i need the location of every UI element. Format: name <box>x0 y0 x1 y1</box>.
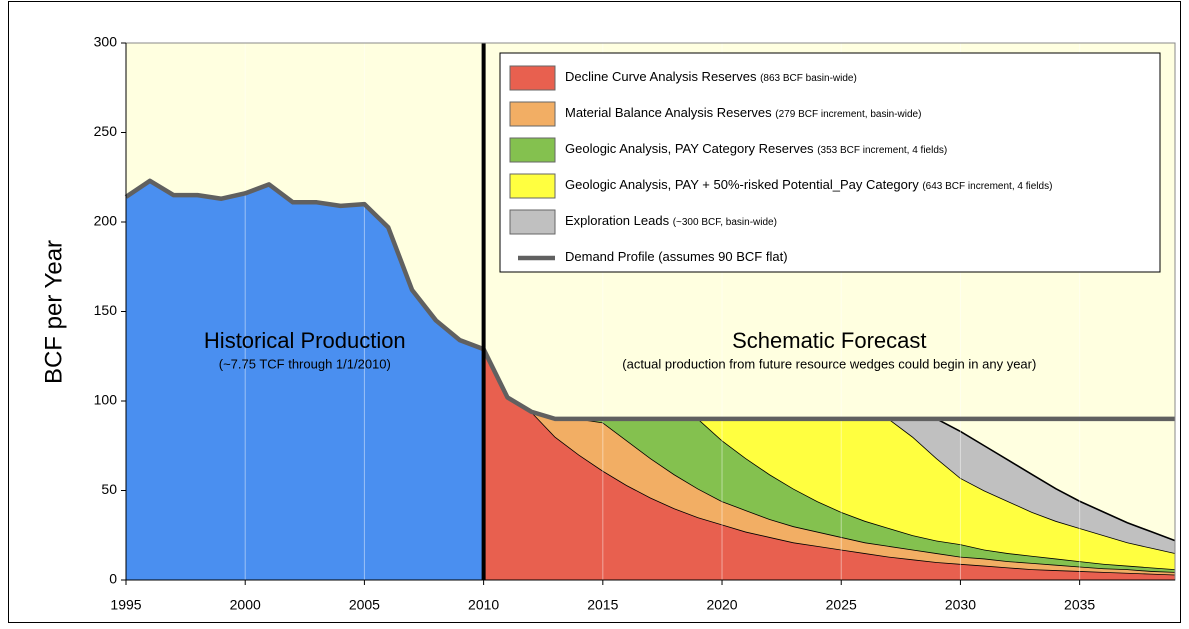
x-tick-label: 2030 <box>945 597 976 613</box>
wedge-area <box>483 349 1175 572</box>
legend: Decline Curve Analysis Reserves (863 BCF… <box>499 52 1161 273</box>
legend-note: (353 BCF increment, 4 fields) <box>817 145 947 156</box>
y-axis-label: BCF per Year <box>40 240 67 384</box>
forecast-label: Schematic Forecast <box>732 328 926 353</box>
legend-entry: Decline Curve Analysis Reserves (863 BCF… <box>565 69 857 84</box>
legend-swatch <box>509 65 556 91</box>
x-tick-label: 2035 <box>1064 597 1095 613</box>
history-label: Historical Production <box>204 328 406 353</box>
x-tick-label: 1995 <box>110 597 141 613</box>
y-tick-label: 200 <box>94 213 118 229</box>
legend-swatch <box>509 101 556 127</box>
y-tick-label: 100 <box>94 392 118 408</box>
history-outline <box>124 178 485 352</box>
wedge-area <box>483 349 1175 580</box>
legend-entry: Material Balance Analysis Reserves (279 … <box>565 105 921 120</box>
legend-swatch <box>509 137 556 163</box>
legend-name: Decline Curve Analysis Reserves <box>565 69 757 84</box>
y-tick-label: 300 <box>94 34 118 50</box>
x-tick-label: 2020 <box>706 597 737 613</box>
legend-note: (643 BCF increment, 4 fields) <box>922 181 1052 192</box>
legend-name: Geologic Analysis, PAY Category Reserves <box>565 141 814 156</box>
x-tick-label: 2015 <box>587 597 618 613</box>
legend-name: Exploration Leads <box>565 213 670 228</box>
legend-swatch <box>509 209 556 235</box>
legend-swatch <box>509 173 556 199</box>
y-tick-label: 150 <box>94 302 118 318</box>
legend-entry: Exploration Leads (~300 BCF, basin-wide) <box>565 213 777 228</box>
x-tick-label: 2000 <box>230 597 261 613</box>
legend-entry: Demand Profile (assumes 90 BCF flat) <box>565 249 788 264</box>
x-tick-label: 2005 <box>349 597 380 613</box>
wedge-area <box>483 349 1175 575</box>
legend-box <box>499 52 1161 273</box>
y-tick-label: 50 <box>101 481 117 497</box>
legend-name: Geologic Analysis, PAY + 50%-risked Pote… <box>565 177 919 192</box>
legend-name: Material Balance Analysis Reserves <box>565 105 772 120</box>
wedge-area <box>483 349 1175 554</box>
legend-entry: Geologic Analysis, PAY Category Reserves… <box>565 141 947 156</box>
legend-name: Demand Profile (assumes 90 BCF flat) <box>565 249 788 264</box>
y-tick-label: 0 <box>109 571 117 587</box>
legend-note: (279 BCF increment, basin-wide) <box>775 109 921 120</box>
legend-entry: Geologic Analysis, PAY + 50%-risked Pote… <box>565 177 1052 192</box>
wedge-area <box>483 349 1175 570</box>
x-tick-label: 2025 <box>826 597 857 613</box>
demand-line <box>481 348 1175 422</box>
y-tick-label: 250 <box>94 123 118 139</box>
history-area <box>126 180 484 580</box>
history-note: (~7.75 TCF through 1/1/2010) <box>219 356 391 371</box>
forecast-note: (actual production from future resource … <box>622 356 1036 371</box>
legend-note: (863 BCF basin-wide) <box>760 73 857 84</box>
legend-note: (~300 BCF, basin-wide) <box>673 217 777 228</box>
x-tick-label: 2010 <box>468 597 499 613</box>
